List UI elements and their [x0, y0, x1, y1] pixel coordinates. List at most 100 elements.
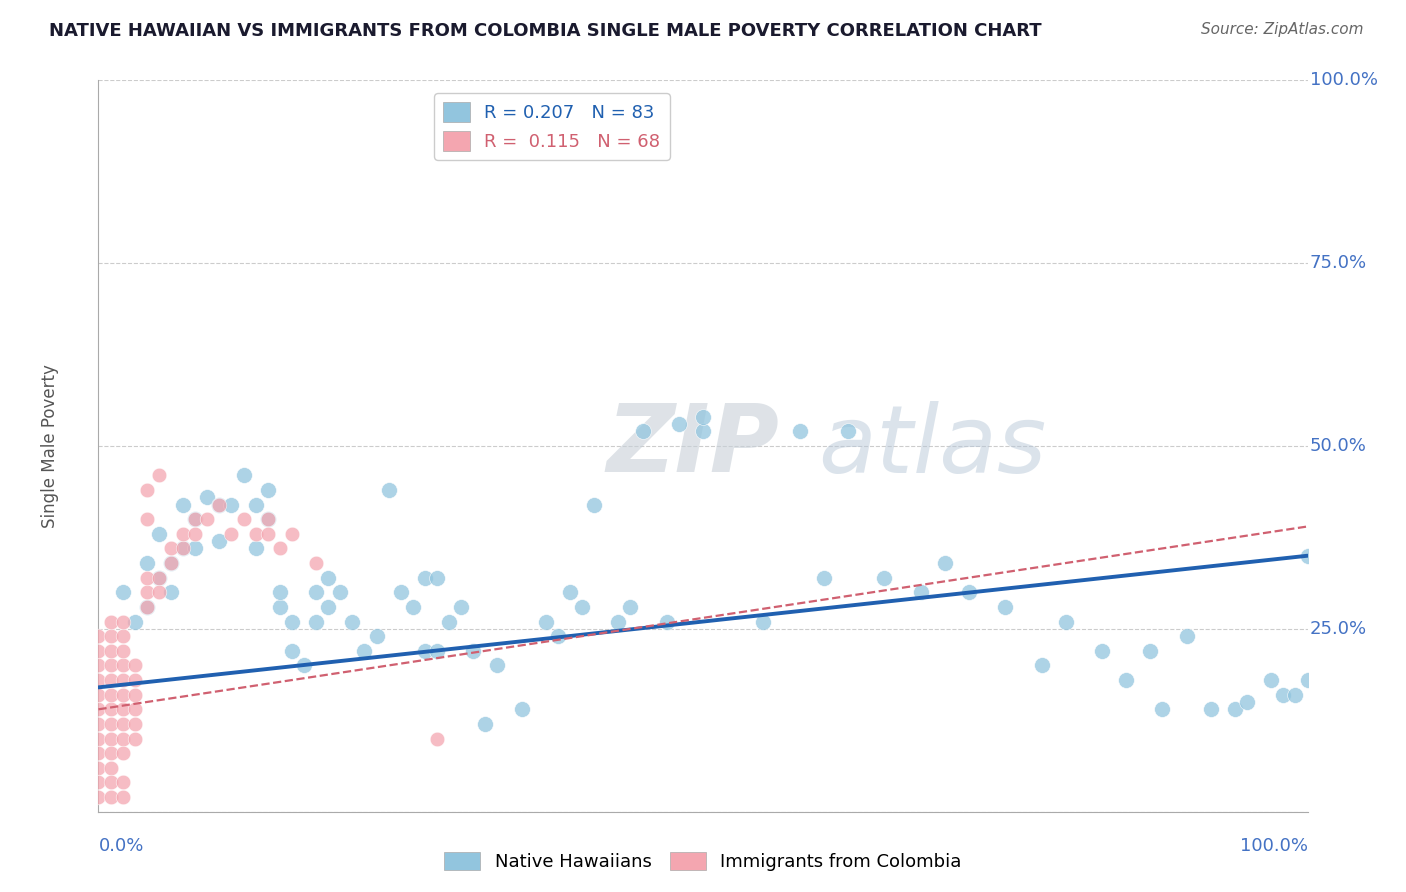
Point: [1199, 702, 1222, 716]
Point: [208, 498, 231, 512]
Point: [281, 615, 304, 629]
Point: [221, 498, 243, 512]
Point: [692, 425, 714, 439]
Point: [111, 702, 134, 716]
Point: [245, 526, 267, 541]
Point: [148, 571, 170, 585]
Point: [184, 526, 207, 541]
Point: [208, 534, 231, 549]
Legend: R = 0.207   N = 83, R =  0.115   N = 68: R = 0.207 N = 83, R = 0.115 N = 68: [434, 93, 669, 160]
Point: [1260, 673, 1282, 687]
Point: [124, 688, 146, 702]
Text: 100.0%: 100.0%: [1240, 838, 1308, 855]
Point: [1272, 688, 1295, 702]
Point: [87, 790, 110, 805]
Point: [994, 599, 1017, 614]
Point: [547, 629, 569, 643]
Point: [160, 556, 183, 570]
Text: Source: ZipAtlas.com: Source: ZipAtlas.com: [1201, 22, 1364, 37]
Point: [87, 775, 110, 789]
Text: 50.0%: 50.0%: [1310, 437, 1367, 455]
Point: [111, 688, 134, 702]
Point: [111, 746, 134, 760]
Point: [135, 599, 157, 614]
Point: [1284, 688, 1306, 702]
Point: [389, 585, 412, 599]
Point: [100, 775, 122, 789]
Point: [1139, 644, 1161, 658]
Point: [111, 644, 134, 658]
Point: [281, 644, 304, 658]
Point: [87, 629, 110, 643]
Point: [316, 599, 339, 614]
Point: [1031, 658, 1053, 673]
Point: [269, 585, 291, 599]
Point: [607, 615, 630, 629]
Point: [571, 599, 593, 614]
Point: [160, 541, 183, 556]
Point: [692, 409, 714, 424]
Point: [292, 658, 315, 673]
Point: [100, 717, 122, 731]
Point: [583, 498, 606, 512]
Point: [221, 526, 243, 541]
Text: 25.0%: 25.0%: [1310, 620, 1367, 638]
Point: [245, 498, 267, 512]
Text: Single Male Poverty: Single Male Poverty: [41, 364, 59, 528]
Point: [413, 644, 436, 658]
Text: 75.0%: 75.0%: [1310, 254, 1367, 272]
Legend: Native Hawaiians, Immigrants from Colombia: Native Hawaiians, Immigrants from Colomb…: [437, 845, 969, 879]
Text: 100.0%: 100.0%: [1310, 71, 1378, 89]
Text: atlas: atlas: [818, 401, 1046, 491]
Point: [510, 702, 533, 716]
Text: 0.0%: 0.0%: [98, 838, 143, 855]
Point: [366, 629, 388, 643]
Point: [1175, 629, 1198, 643]
Point: [342, 615, 364, 629]
Point: [135, 483, 157, 497]
Point: [558, 585, 581, 599]
Point: [873, 571, 896, 585]
Point: [486, 658, 509, 673]
Point: [437, 615, 460, 629]
Point: [329, 585, 352, 599]
Point: [111, 658, 134, 673]
Point: [281, 526, 304, 541]
Point: [232, 512, 254, 526]
Point: [377, 483, 399, 497]
Point: [426, 644, 449, 658]
Point: [124, 717, 146, 731]
Point: [87, 731, 110, 746]
Point: [87, 761, 110, 775]
Point: [172, 541, 194, 556]
Point: [124, 702, 146, 716]
Point: [1296, 673, 1319, 687]
Point: [148, 468, 170, 483]
Point: [184, 512, 207, 526]
Point: [910, 585, 932, 599]
Point: [172, 541, 194, 556]
Point: [256, 512, 278, 526]
Point: [100, 790, 122, 805]
Point: [100, 688, 122, 702]
Point: [184, 512, 207, 526]
Point: [269, 541, 291, 556]
Point: [655, 615, 678, 629]
Point: [1223, 702, 1246, 716]
Point: [148, 585, 170, 599]
Point: [631, 425, 654, 439]
Point: [124, 731, 146, 746]
Point: [135, 571, 157, 585]
Point: [100, 673, 122, 687]
Point: [100, 761, 122, 775]
Point: [353, 644, 375, 658]
Point: [1296, 549, 1319, 563]
Point: [1091, 644, 1114, 658]
Point: [100, 615, 122, 629]
Point: [172, 498, 194, 512]
Point: [87, 702, 110, 716]
Text: ZIP: ZIP: [606, 400, 779, 492]
Point: [316, 571, 339, 585]
Point: [111, 717, 134, 731]
Point: [534, 615, 557, 629]
